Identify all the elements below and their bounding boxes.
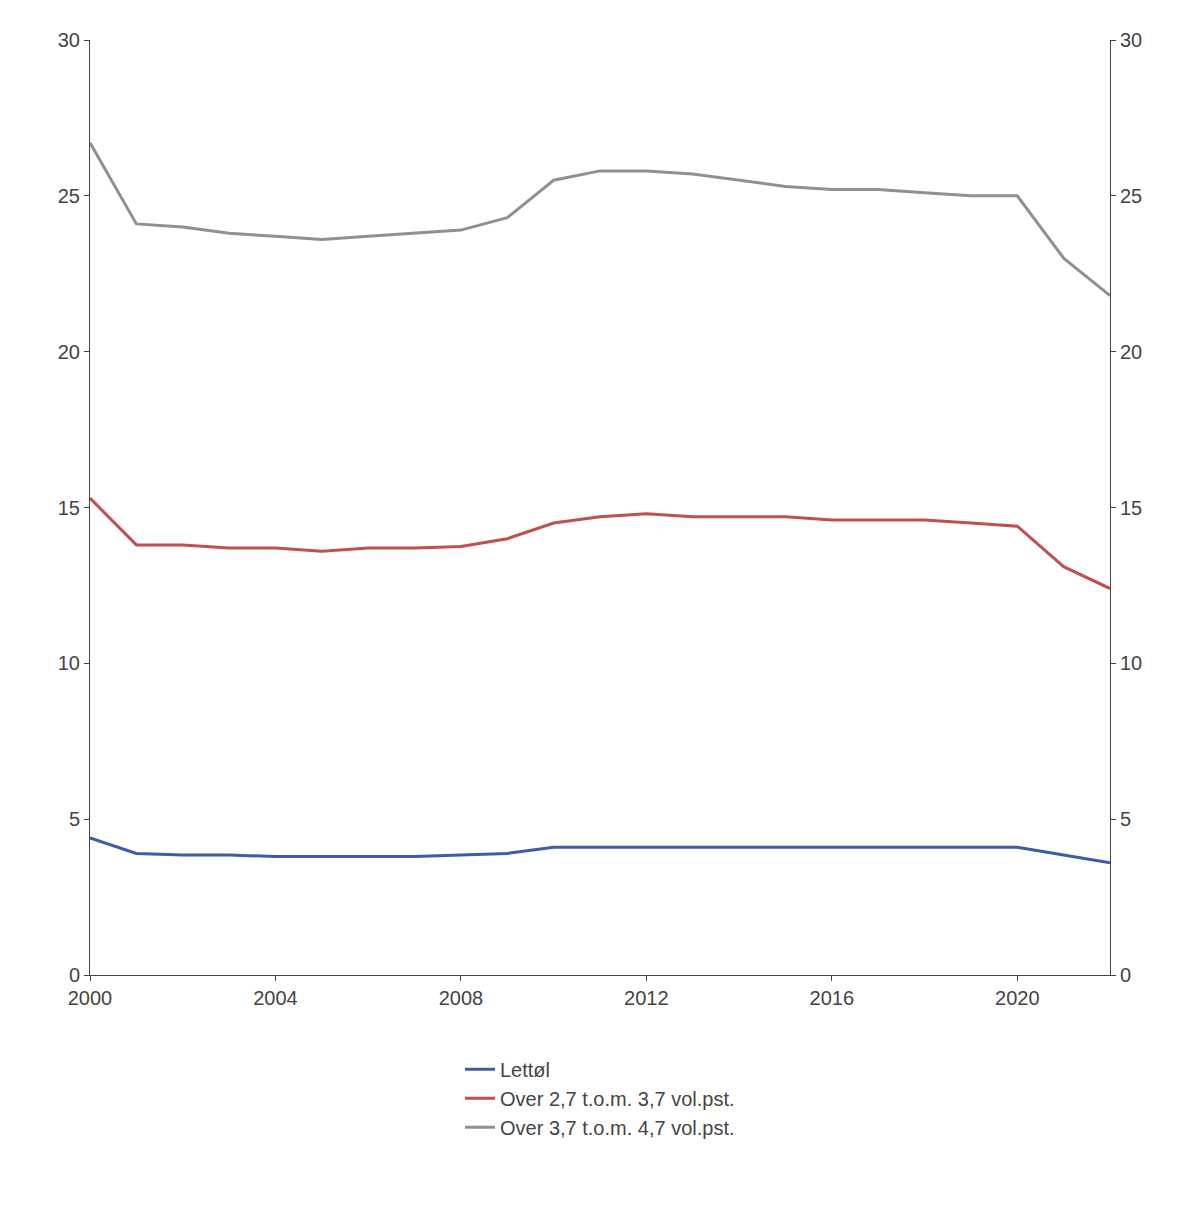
svg-text:Lettøl: Lettøl [500,1059,550,1081]
svg-text:0: 0 [69,964,80,986]
svg-text:10: 10 [58,652,80,674]
svg-text:25: 25 [58,185,80,207]
svg-text:20: 20 [58,341,80,363]
svg-text:Over 3,7 t.o.m. 4,7 vol.pst.: Over 3,7 t.o.m. 4,7 vol.pst. [500,1117,735,1139]
svg-text:20: 20 [1120,341,1142,363]
svg-text:15: 15 [1120,497,1142,519]
svg-text:2004: 2004 [253,987,298,1009]
svg-text:5: 5 [1120,808,1131,830]
svg-text:30: 30 [58,29,80,51]
svg-text:5: 5 [69,808,80,830]
svg-text:30: 30 [1120,29,1142,51]
svg-text:2012: 2012 [624,987,669,1009]
svg-text:2000: 2000 [68,987,113,1009]
svg-text:2016: 2016 [810,987,855,1009]
svg-text:2008: 2008 [439,987,484,1009]
svg-text:Over 2,7 t.o.m. 3,7 vol.pst.: Over 2,7 t.o.m. 3,7 vol.pst. [500,1088,735,1110]
svg-text:25: 25 [1120,185,1142,207]
svg-text:2020: 2020 [995,987,1040,1009]
svg-text:15: 15 [58,497,80,519]
svg-text:0: 0 [1120,964,1131,986]
svg-text:10: 10 [1120,652,1142,674]
